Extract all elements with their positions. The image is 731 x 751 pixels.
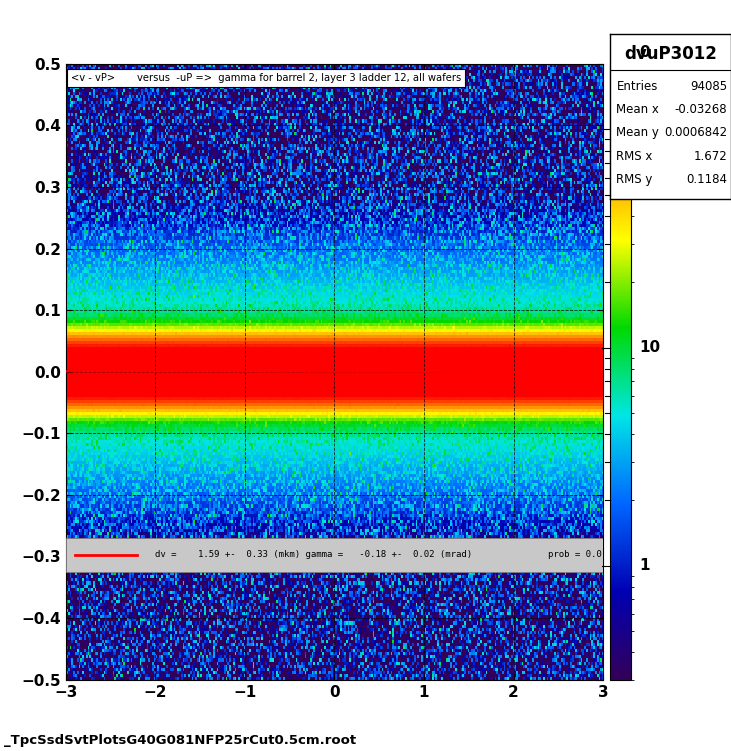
Text: 0.0006842: 0.0006842 (664, 126, 727, 140)
Text: 10: 10 (640, 340, 661, 355)
Text: 0: 0 (640, 45, 651, 60)
Text: dv =    1.59 +-  0.33 (mkm) gamma =   -0.18 +-  0.02 (mrad): dv = 1.59 +- 0.33 (mkm) gamma = -0.18 +-… (156, 550, 472, 559)
Text: Entries: Entries (616, 80, 658, 93)
Text: Mean x: Mean x (616, 104, 659, 116)
Bar (66, 538, 603, 572)
Text: <v - vP>       versus  -uP =>  gamma for barrel 2, layer 3 ladder 12, all wafers: <v - vP> versus -uP => gamma for barrel … (71, 73, 461, 83)
Text: Mean y: Mean y (616, 126, 659, 140)
Text: -0.03268: -0.03268 (675, 104, 727, 116)
Text: 1.672: 1.672 (694, 149, 727, 162)
Text: dvuP3012: dvuP3012 (624, 45, 717, 63)
Text: RMS y: RMS y (616, 173, 653, 185)
Text: _TpcSsdSvtPlotsG40G081NFP25rCut0.5cm.root: _TpcSsdSvtPlotsG40G081NFP25rCut0.5cm.roo… (4, 734, 356, 747)
Text: RMS x: RMS x (616, 149, 653, 162)
Text: 94085: 94085 (690, 80, 727, 93)
Text: 0.1184: 0.1184 (686, 173, 727, 185)
Text: prob = 0.0: prob = 0.0 (548, 550, 602, 559)
Text: 1: 1 (640, 558, 650, 573)
